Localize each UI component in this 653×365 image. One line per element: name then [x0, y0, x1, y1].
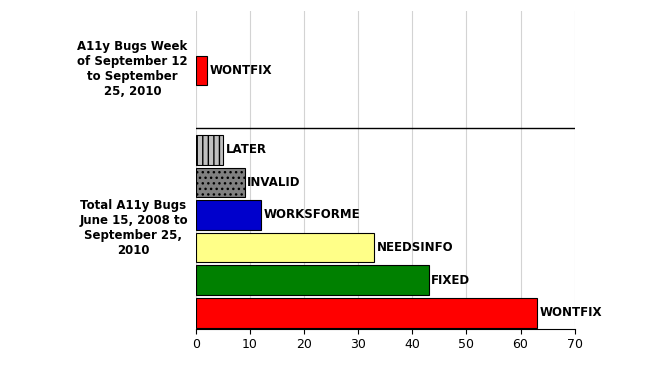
- Text: A11y Bugs Week
of September 12
to September
25, 2010: A11y Bugs Week of September 12 to Septem…: [77, 41, 188, 99]
- Bar: [196, 265, 428, 295]
- Text: WONTFIX: WONTFIX: [539, 306, 602, 319]
- Bar: [196, 55, 207, 85]
- Bar: [196, 298, 537, 327]
- Text: FIXED: FIXED: [431, 274, 470, 287]
- Text: LATER: LATER: [226, 143, 266, 156]
- Bar: [196, 168, 245, 197]
- Bar: [196, 233, 374, 262]
- Bar: [196, 135, 223, 165]
- Text: WORKSFORME: WORKSFORME: [264, 208, 360, 222]
- Text: Total A11y Bugs
June 15, 2008 to
September 25,
2010: Total A11y Bugs June 15, 2008 to Septemb…: [79, 199, 188, 257]
- Text: INVALID: INVALID: [247, 176, 301, 189]
- Text: WONTFIX: WONTFIX: [210, 64, 272, 77]
- Bar: [196, 200, 261, 230]
- Text: NEEDSINFO: NEEDSINFO: [377, 241, 454, 254]
